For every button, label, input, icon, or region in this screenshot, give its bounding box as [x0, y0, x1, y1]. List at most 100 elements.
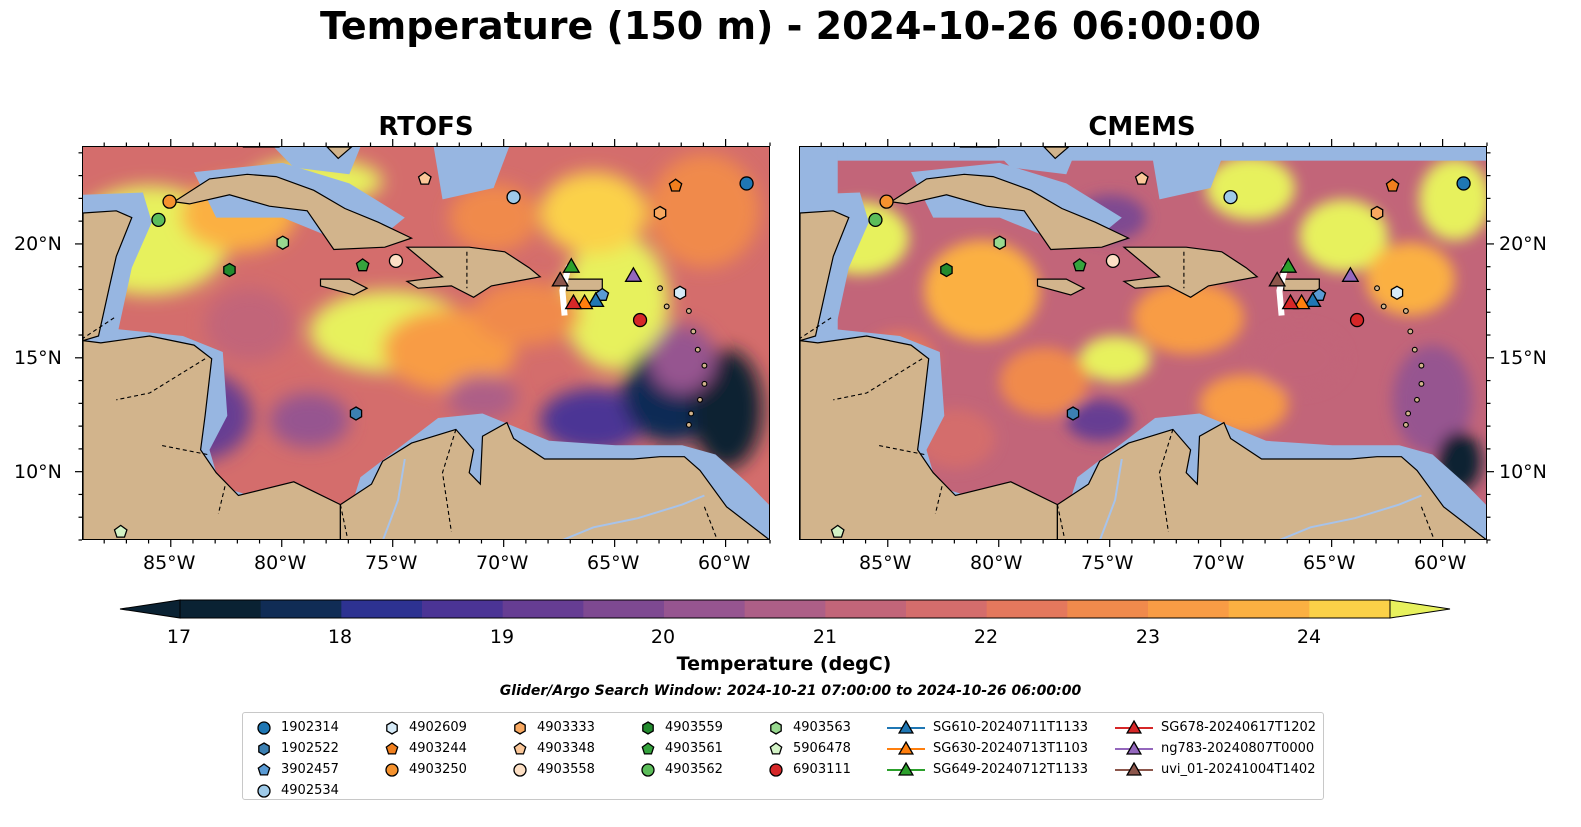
temperature-patch	[1206, 156, 1295, 220]
legend-item: 1902314	[255, 717, 339, 738]
legend-marker-pentagon	[385, 741, 399, 755]
legend-label: uvi_01-20241004T1402	[1161, 762, 1316, 777]
legend-glyph	[1125, 761, 1143, 776]
lon-label-75-cmems: 75°W	[1081, 552, 1134, 574]
temperature-patch	[1199, 374, 1289, 434]
temperature-patch	[924, 240, 1040, 341]
colorbar-segment	[1067, 600, 1149, 618]
island	[688, 410, 695, 417]
legend-item: 4903559	[639, 717, 723, 738]
marker-4903333	[1370, 205, 1384, 221]
colorbar-tick-22: 22	[973, 626, 999, 648]
marker-1902522	[1066, 406, 1080, 421]
legend-label: 4902534	[281, 783, 339, 798]
lon-label-85-rtofs: 85°W	[143, 552, 196, 574]
legend-marker-triangle	[1115, 719, 1153, 734]
marker-4903333	[653, 205, 667, 221]
legend-item: 4903561	[639, 738, 723, 759]
legend-label: 4903348	[537, 741, 595, 756]
legend-column: 4902609 4903244 4903250	[383, 717, 467, 780]
colorbar-extend-high	[1389, 599, 1451, 619]
figure-title: Temperature (150 m) - 2024-10-26 06:00:0…	[319, 4, 1261, 48]
marker-4903250	[162, 194, 177, 209]
cmems-map[interactable]	[799, 146, 1487, 540]
legend-label: 4903250	[409, 762, 467, 777]
colorbar-frame	[179, 599, 1391, 619]
island	[697, 396, 703, 403]
island	[701, 362, 708, 369]
land-yucatan	[83, 210, 133, 342]
legend-item: 4903250	[383, 759, 467, 780]
legend-label: 6903111	[793, 762, 851, 777]
marker-4903348	[417, 171, 432, 185]
border	[934, 486, 943, 514]
island	[663, 303, 670, 310]
colorbar-segment	[260, 600, 342, 618]
border	[160, 444, 208, 456]
temperature-patch	[205, 288, 294, 362]
marker-1902522	[349, 406, 363, 421]
land-jamaica	[1036, 278, 1086, 296]
colorbar-tick-18: 18	[327, 626, 353, 648]
lon-label-60-rtofs: 60°W	[698, 552, 751, 574]
marker-uvi_01-20241004T1402	[551, 271, 570, 287]
legend-label: 4903559	[665, 720, 723, 735]
legend-marker-pentagon	[769, 741, 783, 755]
legend-label: 4903561	[665, 741, 723, 756]
marker-5906478	[113, 524, 128, 538]
marker-6903111	[632, 312, 648, 328]
border	[339, 504, 348, 537]
legend-marker-hexagon	[258, 741, 270, 756]
colorbar-segment	[502, 600, 584, 618]
colorbar-tick-20: 20	[650, 626, 676, 648]
temperature-patch	[1392, 345, 1473, 455]
legend-label: 4903244	[409, 741, 467, 756]
legend-item: 4902534	[255, 780, 339, 801]
legend-label: 5906478	[793, 741, 851, 756]
island	[1414, 396, 1420, 403]
marker-SG649-20240712T1133	[562, 257, 581, 273]
legend-glyph	[769, 762, 783, 777]
border	[1158, 429, 1174, 532]
legend-item: 6903111	[767, 759, 851, 780]
marker-4903562	[868, 212, 883, 228]
colorbar	[119, 599, 1451, 619]
legend-marker-pentagon	[257, 762, 271, 776]
legend-glyph	[642, 720, 654, 735]
legend-item: SG649-20240712T1133	[887, 759, 1088, 780]
marker-uvi_01-20241004T1402	[1268, 271, 1287, 287]
legend-glyph	[897, 740, 915, 755]
panel-title-cmems: CMEMS	[1088, 112, 1196, 142]
legend-glyph	[257, 720, 271, 735]
legend-marker-circle	[641, 762, 655, 777]
legend-glyph	[513, 762, 527, 777]
legend-label: 1902522	[281, 741, 339, 756]
colorbar-tick-19: 19	[489, 626, 515, 648]
river	[562, 494, 705, 539]
land-southam	[339, 421, 769, 539]
legend-label: 4903562	[665, 762, 723, 777]
temperature-patch	[1079, 336, 1151, 382]
lon-label-65-rtofs: 65°W	[587, 552, 640, 574]
shelf-mask	[433, 147, 510, 200]
island	[701, 380, 708, 387]
rtofs-map[interactable]	[82, 146, 770, 540]
legend-marker-circle	[257, 783, 271, 798]
marker-5906478	[830, 524, 845, 538]
legend-marker-circle	[513, 762, 527, 777]
colorbar-segment	[906, 600, 988, 618]
marker-SG610-20240711T1133	[586, 291, 605, 308]
border	[833, 358, 923, 401]
marker-4903559	[223, 262, 236, 278]
legend-glyph	[386, 720, 398, 735]
island	[694, 346, 701, 353]
legend-label: 4902609	[409, 720, 467, 735]
temperature-patch	[540, 388, 647, 453]
legend-glyph	[257, 783, 271, 798]
marker-SG678-20240617T1202	[1281, 293, 1300, 310]
marker-6903111	[1349, 312, 1365, 328]
island	[1380, 303, 1387, 310]
lon-label-70-rtofs: 70°W	[476, 552, 529, 574]
legend-marker-triangle	[1115, 740, 1153, 755]
island	[685, 308, 692, 314]
